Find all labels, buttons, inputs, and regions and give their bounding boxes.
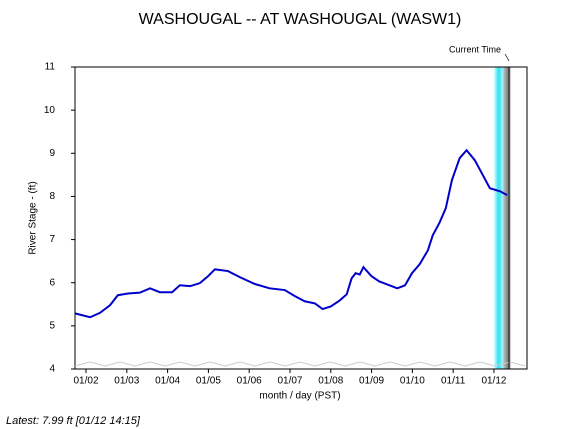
annotation-pointer xyxy=(504,53,510,62)
y-tick-label: 5 xyxy=(49,320,55,331)
y-axis-label: River Stage - (ft) xyxy=(28,181,39,254)
x-tick-label: 01/04 xyxy=(155,376,180,387)
x-tick-label: 01/02 xyxy=(73,376,98,387)
x-tick-label: 01/10 xyxy=(400,376,425,387)
y-tick-label: 10 xyxy=(44,105,56,116)
plot-frame xyxy=(74,66,528,370)
x-tick-label: 01/12 xyxy=(481,376,506,387)
footer: Latest: 7.99 ft [01/12 14:15] xyxy=(6,415,141,427)
y-tick-label: 8 xyxy=(49,191,55,202)
x-tick-label: 01/05 xyxy=(196,376,221,387)
y-tick-label: 9 xyxy=(49,148,55,159)
y-tick-label: 7 xyxy=(49,234,55,245)
y-tick-label: 6 xyxy=(49,277,55,288)
x-tick-label: 01/11 xyxy=(441,376,466,387)
annotation: Current Time xyxy=(449,44,501,54)
baseline-pattern xyxy=(74,361,526,367)
x-tick-label: 01/08 xyxy=(318,376,343,387)
y-tick-label: 4 xyxy=(49,364,55,375)
y-tick-label: 11 xyxy=(45,62,56,73)
x-tick-label: 01/03 xyxy=(114,376,139,387)
x-tick-label: 01/07 xyxy=(277,376,302,387)
chart-title: WASHOUGAL -- AT WASHOUGAL (WASW1) xyxy=(139,11,462,28)
current-band xyxy=(503,67,512,369)
data-line xyxy=(74,148,508,319)
x-tick-label: 01/06 xyxy=(237,376,262,387)
x-axis-label: month / day (PST) xyxy=(259,391,340,402)
background xyxy=(494,67,512,369)
forecast-band xyxy=(494,67,504,369)
x-tick-label: 01/09 xyxy=(359,376,384,387)
